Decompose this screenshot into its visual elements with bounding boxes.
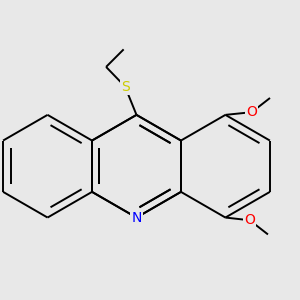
Text: S: S — [121, 80, 129, 94]
Text: O: O — [246, 105, 257, 119]
Text: O: O — [244, 213, 255, 227]
Text: N: N — [131, 211, 142, 225]
